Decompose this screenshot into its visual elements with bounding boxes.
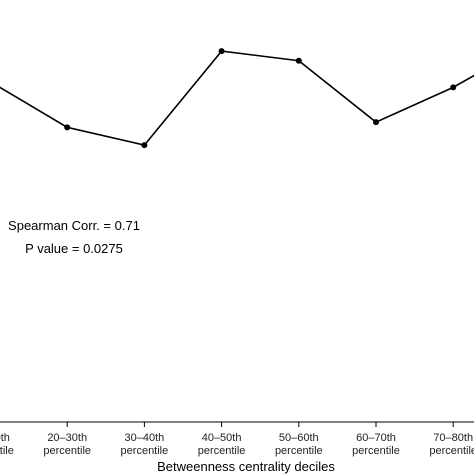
data-point bbox=[218, 48, 225, 55]
x-tick-label: 40–50th bbox=[202, 432, 242, 444]
x-tick-label: 10–20th bbox=[0, 432, 10, 444]
x-tick-labels: 10–20thpercentile20–30thpercentile30–40t… bbox=[0, 432, 474, 457]
plot-area: 10–20thpercentile20–30thpercentile30–40t… bbox=[0, 48, 474, 457]
data-point bbox=[295, 57, 302, 64]
x-tick-label: 30–40th bbox=[125, 432, 165, 444]
x-tick-label: 70–80th bbox=[433, 432, 473, 444]
x-tick-label: percentile bbox=[275, 445, 323, 457]
x-tick-label: percentile bbox=[43, 445, 91, 457]
data-point bbox=[64, 124, 71, 131]
x-ticks bbox=[66, 422, 454, 427]
x-tick-label: 20–30th bbox=[47, 432, 87, 444]
x-axis-title: Betweenness centrality deciles bbox=[157, 459, 335, 474]
x-tick-label: percentile bbox=[121, 445, 169, 457]
data-point bbox=[450, 84, 457, 91]
x-tick-label: percentile bbox=[198, 445, 246, 457]
series-points bbox=[64, 48, 457, 149]
x-tick-label: percentile bbox=[0, 445, 14, 457]
x-tick-label: 50–60th bbox=[279, 432, 319, 444]
data-point bbox=[373, 119, 379, 126]
p-value-annotation: P value = 0.0275 bbox=[25, 241, 123, 256]
series-line bbox=[0, 50, 474, 146]
spearman-annotation: Spearman Corr. = 0.71 bbox=[8, 218, 140, 233]
x-tick-label: percentile bbox=[429, 445, 474, 457]
data-point bbox=[141, 142, 148, 149]
x-tick-label: 60–70th bbox=[356, 432, 396, 444]
x-tick-label: percentile bbox=[352, 445, 400, 457]
